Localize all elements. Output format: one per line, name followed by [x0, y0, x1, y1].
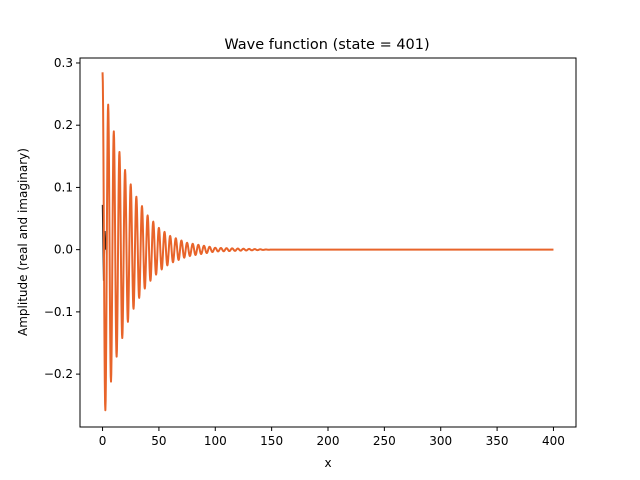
y-axis-ticks: −0.2 −0.1 0.0 0.1 0.2 0.3 [44, 56, 80, 381]
y-tick-label: −0.1 [44, 305, 73, 319]
x-tick-label: 100 [204, 434, 227, 448]
x-tick-label: 150 [260, 434, 283, 448]
x-tick-label: 250 [373, 434, 396, 448]
y-axis-label: Amplitude (real and imaginary) [16, 148, 30, 336]
x-tick-label: 0 [99, 434, 107, 448]
x-axis-label: x [324, 456, 331, 470]
y-tick-label: 0.3 [54, 56, 73, 70]
y-tick-label: 0.0 [54, 243, 73, 257]
x-tick-label: 300 [429, 434, 452, 448]
chart-title: Wave function (state = 401) [224, 37, 429, 53]
y-tick-label: 0.1 [54, 180, 73, 194]
x-tick-label: 350 [486, 434, 509, 448]
x-tick-label: 200 [317, 434, 340, 448]
plot-area [101, 72, 555, 412]
series-layer [101, 72, 555, 412]
x-tick-label: 50 [151, 434, 166, 448]
series-line-imaginary [101, 72, 555, 412]
x-axis-ticks: 0 50 100 150 200 250 300 350 400 [99, 427, 565, 448]
y-tick-label: −0.2 [44, 367, 73, 381]
y-tick-label: 0.2 [54, 118, 73, 132]
x-tick-label: 400 [542, 434, 565, 448]
